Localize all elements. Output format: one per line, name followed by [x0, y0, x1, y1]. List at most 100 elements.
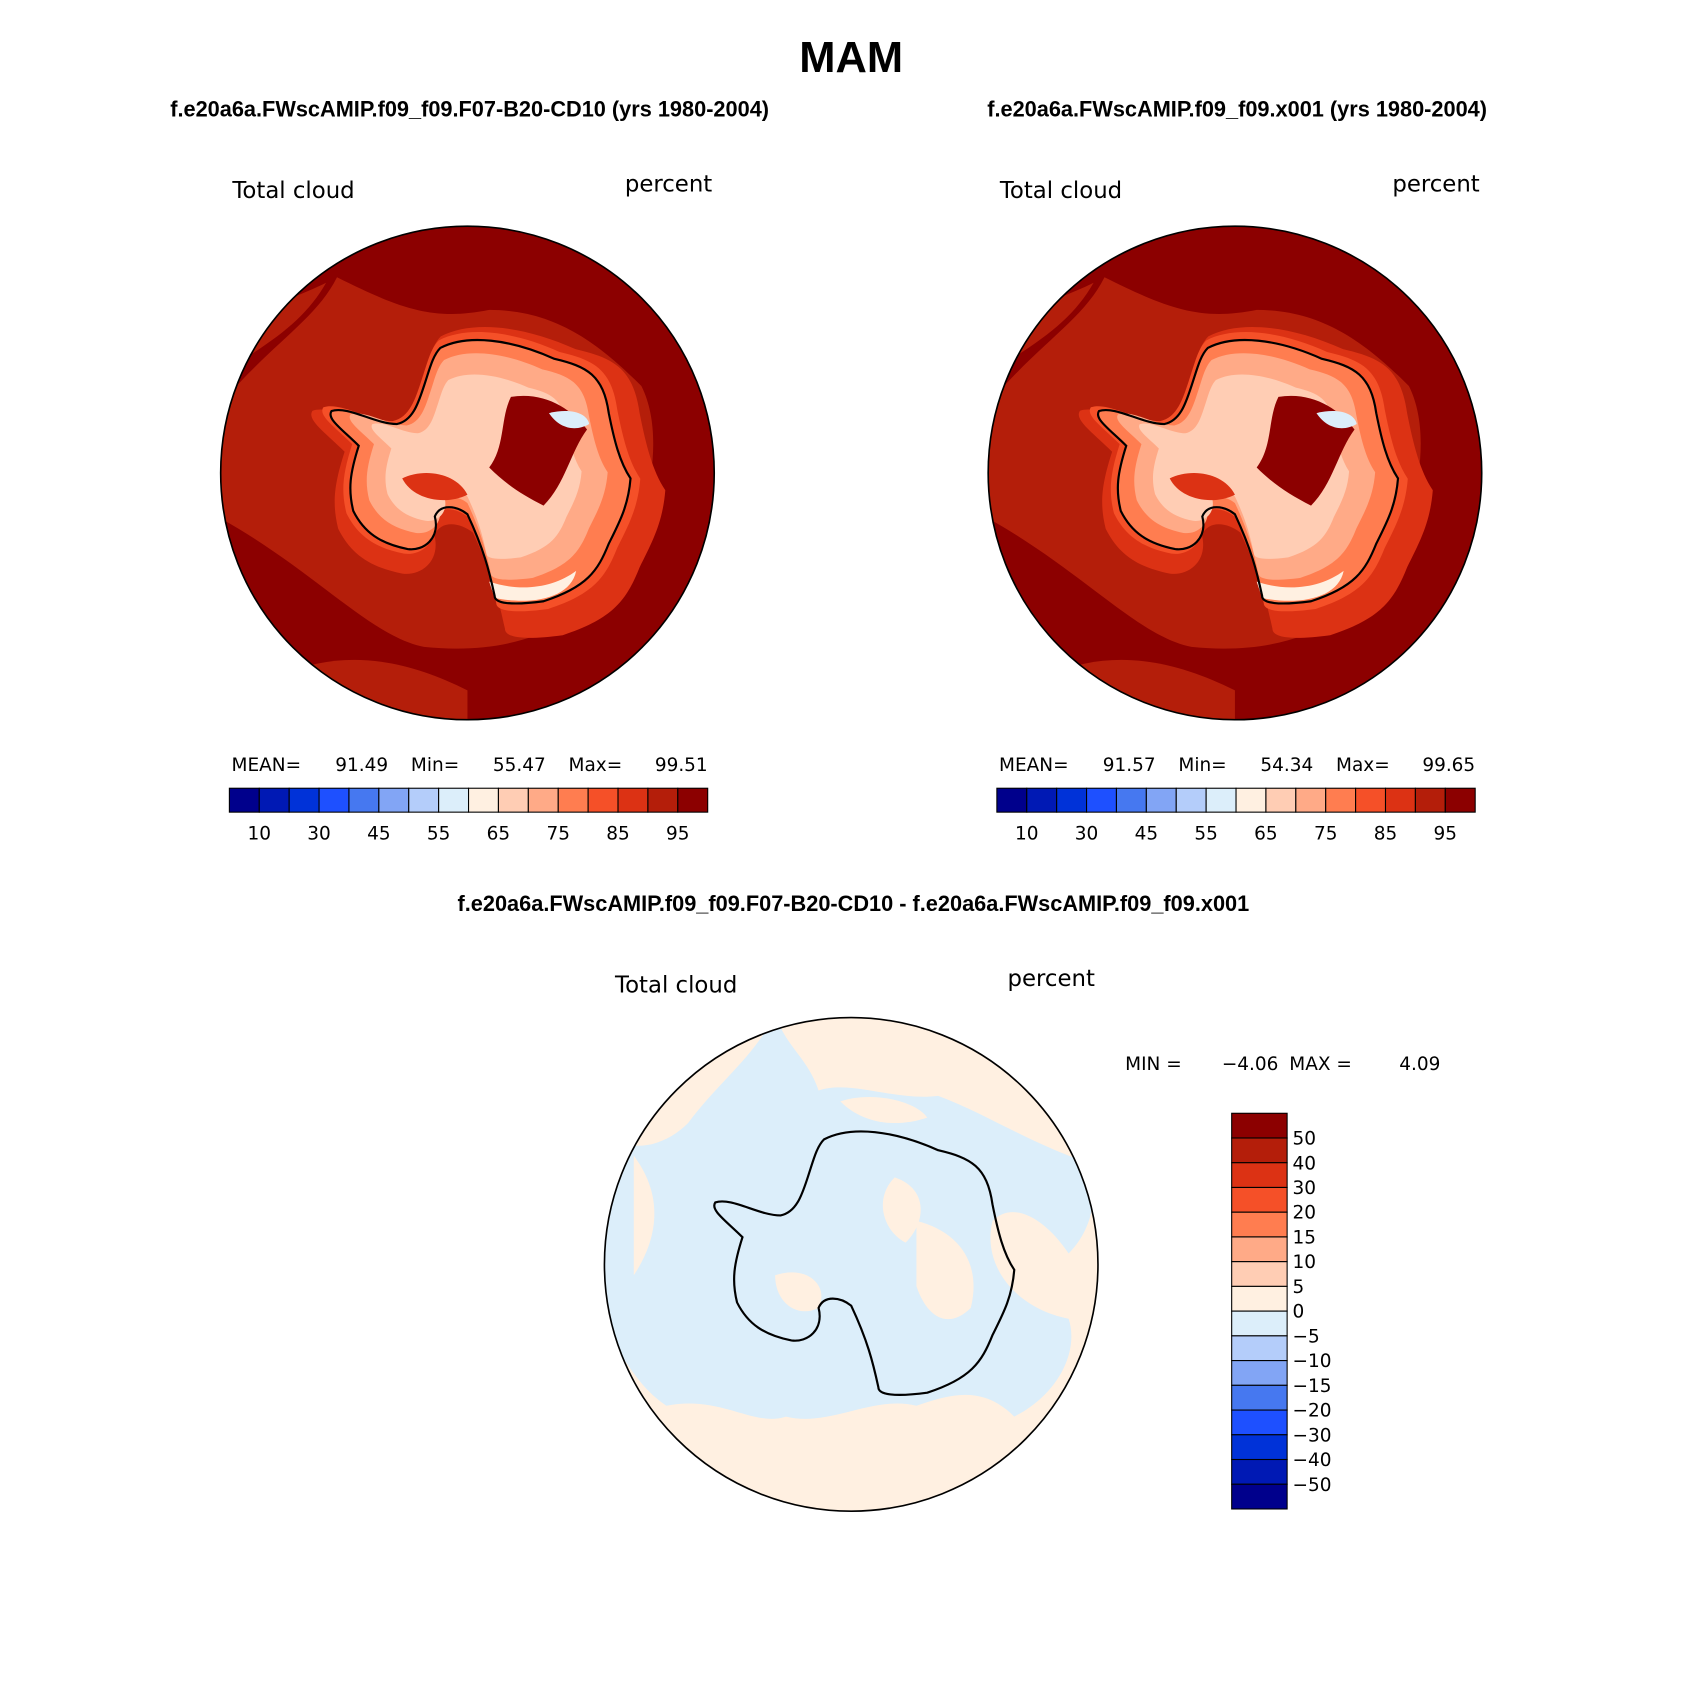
colorbar-box [617, 787, 649, 813]
colorbar-box [1231, 1310, 1288, 1337]
colorbar-box [1414, 787, 1446, 813]
colorbar-label: 50 [1293, 1129, 1317, 1150]
colorbar-box [647, 787, 679, 813]
colorbar-label: 30 [1293, 1178, 1317, 1199]
stat-label: Max= [1336, 755, 1390, 776]
colorbar-label: −5 [1293, 1326, 1320, 1347]
colorbar-label: 0 [1293, 1302, 1305, 1323]
stat-label: Min= [411, 755, 459, 776]
map-panel-2 [985, 223, 1485, 734]
stat-value: 54.34 [1260, 755, 1313, 776]
colorbar-box [1145, 787, 1177, 813]
colorbar-label: 65 [487, 823, 511, 844]
stat-value: 4.09 [1399, 1054, 1440, 1075]
colorbar-box [1175, 787, 1207, 813]
colorbar-box [348, 787, 380, 813]
colorbar-box [557, 787, 589, 813]
stat-label: Min= [1178, 755, 1226, 776]
colorbar-label: 55 [427, 823, 451, 844]
colorbar-box [438, 787, 470, 813]
colorbar-label: 45 [367, 823, 391, 844]
stat-value: −4.06 [1222, 1054, 1279, 1075]
colorbar-box [1231, 1434, 1288, 1461]
colorbar-label: 55 [1194, 823, 1218, 844]
colorbar-box [497, 787, 529, 813]
colorbar-label: 40 [1293, 1153, 1317, 1174]
colorbar-label: 5 [1293, 1277, 1305, 1298]
units-label: percent [1392, 171, 1479, 197]
colorbar-label: 75 [1314, 823, 1338, 844]
colorbar-box [228, 787, 260, 813]
colorbar-box [258, 787, 290, 813]
colorbar-box [1026, 787, 1058, 813]
colorbar-box [527, 787, 559, 813]
map-panel-1 [217, 223, 717, 734]
colorbar-label: 10 [1015, 823, 1039, 844]
colorbar-box [1355, 787, 1387, 813]
colorbar-box [1231, 1211, 1288, 1238]
stat-value: 91.57 [1103, 755, 1156, 776]
colorbar-box [288, 787, 320, 813]
colorbar-label: 65 [1254, 823, 1278, 844]
colorbar-box [1231, 1409, 1288, 1436]
colorbar-label: 95 [666, 823, 690, 844]
colorbar-label: 95 [1434, 823, 1458, 844]
colorbar-box [1231, 1112, 1288, 1139]
figure-title: MAM [799, 34, 903, 82]
stat-label: Max= [569, 755, 623, 776]
colorbar-box [1231, 1162, 1288, 1189]
colorbar-label: 85 [1374, 823, 1398, 844]
map-difference [601, 1014, 1101, 1514]
colorbar-label: 30 [1075, 823, 1099, 844]
colorbar-label: 15 [1293, 1227, 1317, 1248]
variable-label: Total cloud [614, 973, 737, 999]
units-label: percent [1008, 966, 1095, 992]
colorbar-box [467, 787, 499, 813]
colorbar-label: 10 [248, 823, 272, 844]
colorbar-box [1115, 787, 1147, 813]
colorbar-box [1231, 1360, 1288, 1386]
stat-label: MAX = [1289, 1054, 1352, 1075]
variable-label: Total cloud [999, 178, 1122, 204]
panel-subtitle: f.e20a6a.FWscAMIP.f09_f09.F07-B20-CD10 (… [170, 96, 769, 121]
colorbar-box [408, 787, 440, 813]
colorbar-label: −40 [1293, 1450, 1332, 1471]
colorbar-box [378, 787, 410, 813]
stat-value: 99.51 [655, 755, 708, 776]
stat-value: 99.65 [1422, 755, 1475, 776]
colorbar-box [1295, 787, 1327, 813]
colorbar-label: −50 [1293, 1475, 1332, 1496]
panel-subtitle: f.e20a6a.FWscAMIP.f09_f09.x001 (yrs 1980… [987, 96, 1487, 121]
colorbar-label: 85 [606, 823, 630, 844]
colorbar-label: 10 [1293, 1252, 1317, 1273]
colorbar-box [1056, 787, 1088, 813]
colorbar-box [677, 787, 709, 813]
colorbar-box [996, 787, 1028, 813]
colorbar-box [1265, 787, 1297, 813]
colorbar-box [1231, 1236, 1288, 1263]
colorbar-label: 75 [546, 823, 570, 844]
colorbar-box [1231, 1335, 1288, 1362]
colorbar-label: −20 [1293, 1401, 1332, 1422]
stat-label: MIN = [1125, 1054, 1182, 1075]
colorbar-label: 45 [1135, 823, 1159, 844]
colorbar-box [587, 787, 619, 813]
variable-label: Total cloud [231, 178, 354, 204]
colorbar-label: 30 [307, 823, 331, 844]
colorbar-box [1325, 787, 1357, 813]
colorbar-box [1205, 787, 1237, 813]
panel-subtitle: f.e20a6a.FWscAMIP.f09_f09.F07-B20-CD10 -… [458, 891, 1250, 916]
colorbar-label: −15 [1293, 1376, 1332, 1397]
colorbar-box [1231, 1285, 1288, 1312]
colorbar-label: −30 [1293, 1425, 1332, 1446]
colorbar-box [1231, 1384, 1288, 1411]
colorbar-box [318, 787, 350, 813]
colorbar-box [1444, 787, 1476, 813]
colorbar-box [1231, 1137, 1288, 1164]
colorbar-box [1235, 787, 1267, 813]
stat-value: 55.47 [493, 755, 546, 776]
colorbar-box [1086, 787, 1117, 813]
colorbar-box [1231, 1483, 1288, 1510]
